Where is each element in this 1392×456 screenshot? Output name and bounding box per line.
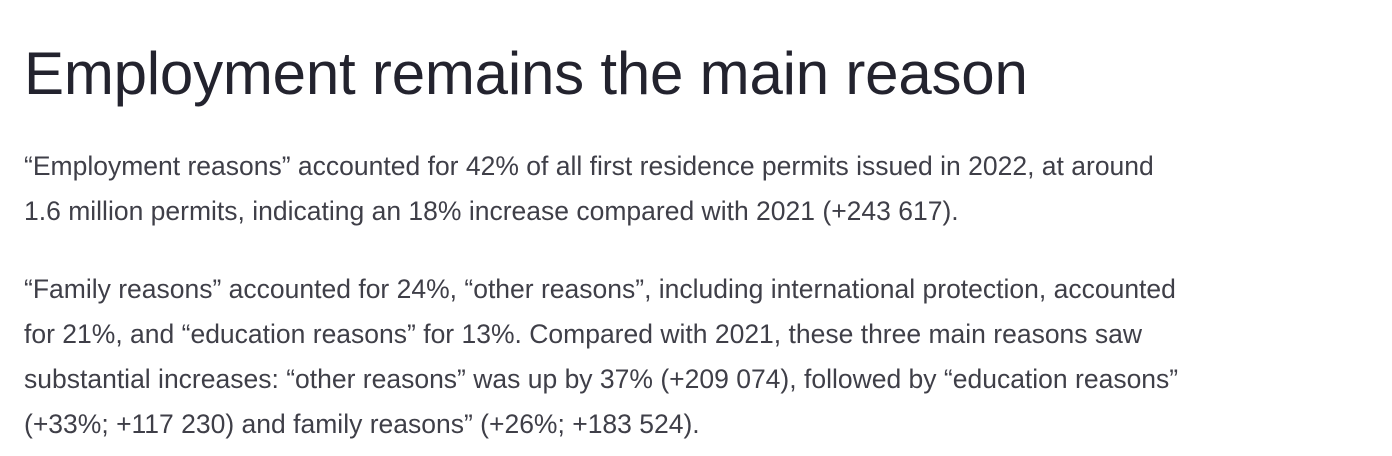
section-heading: Employment remains the main reason bbox=[24, 40, 1028, 107]
paragraph-other-reasons: “Family reasons” accounted for 24%, “oth… bbox=[24, 267, 1374, 447]
article-section: Employment remains the main reason “Empl… bbox=[24, 0, 1374, 447]
paragraph-line: for 21%, and “education reasons” for 13%… bbox=[24, 319, 1143, 349]
paragraph-employment: “Employment reasons” accounted for 42% o… bbox=[24, 144, 1374, 234]
paragraph-line: “Family reasons” accounted for 24%, “oth… bbox=[24, 274, 1176, 304]
paragraph-line: (+33%; +117 230) and family reasons” (+2… bbox=[24, 409, 700, 439]
paragraph-line: “Employment reasons” accounted for 42% o… bbox=[24, 151, 1154, 181]
paragraph-line: substantial increases: “other reasons” w… bbox=[24, 364, 1179, 394]
paragraph-line: 1.6 million permits, indicating an 18% i… bbox=[24, 196, 959, 226]
